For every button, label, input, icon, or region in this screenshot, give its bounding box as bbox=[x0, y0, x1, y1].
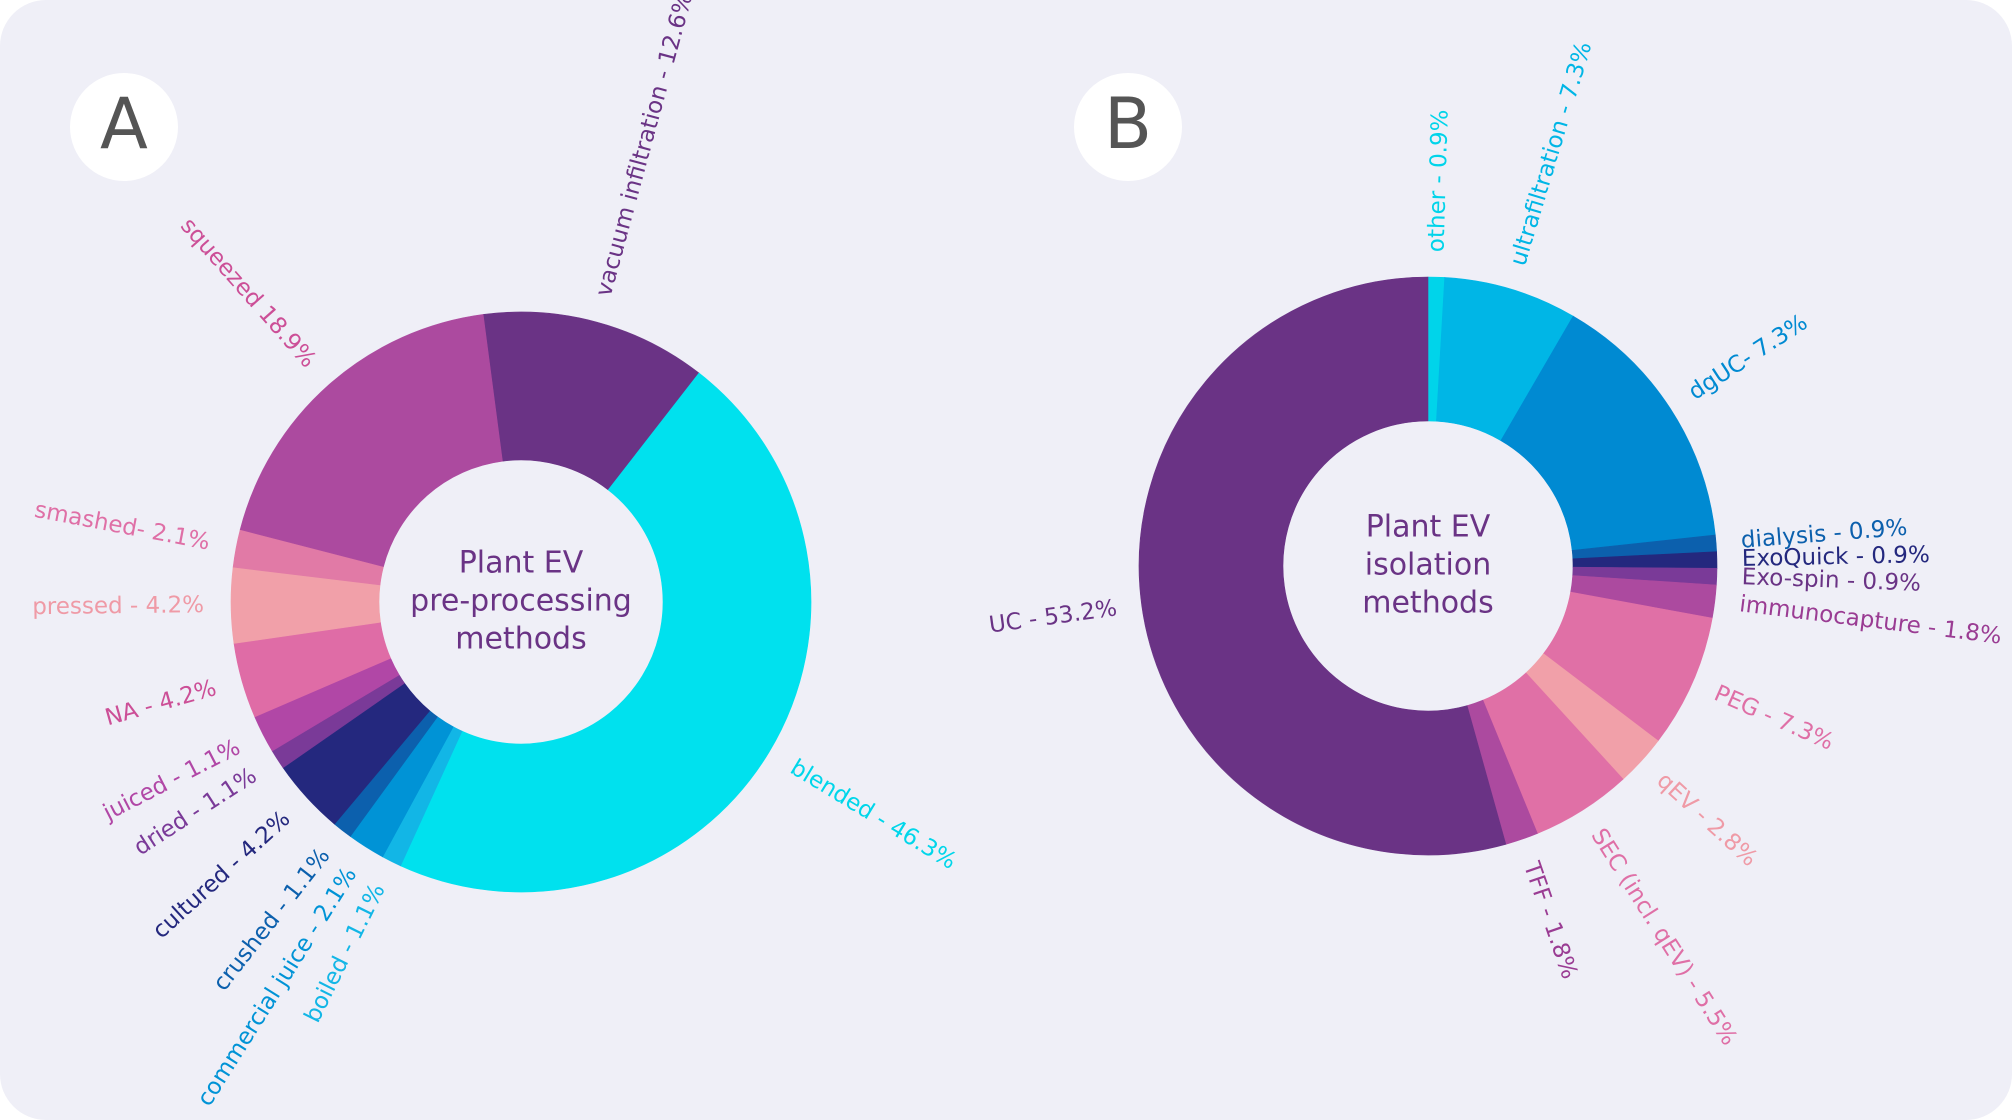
slice-label: ExoQuick - 0.9% bbox=[1742, 542, 1930, 572]
slice-label: immunocapture - 1.8% bbox=[1738, 591, 2003, 649]
slice-label: Exo-spin - 0.9% bbox=[1741, 564, 1921, 597]
slice-label: squeezed 18.9% bbox=[175, 213, 321, 373]
donut-slice bbox=[1500, 315, 1716, 551]
slice-label: vacuum infiltration - 12.6% bbox=[591, 0, 698, 299]
slice-label: other - 0.9% bbox=[1424, 109, 1454, 252]
donut-chart-b: other - 0.9% ultrafiltration - 7.3% dgUC- … bbox=[987, 39, 2003, 1050]
donut-slice bbox=[1138, 276, 1507, 856]
slice-label: PEG - 7.3% bbox=[1710, 680, 1837, 755]
slice-label: smashed- 2.1% bbox=[32, 497, 212, 556]
donut-slice bbox=[482, 311, 700, 491]
panel-badge bbox=[1074, 73, 1182, 181]
center-label-line: pre-processing bbox=[410, 584, 632, 619]
center-label-line: methods bbox=[455, 622, 586, 657]
donut-slice bbox=[239, 314, 503, 567]
center-label-line: Plant EV bbox=[459, 545, 584, 580]
donut-slice bbox=[400, 372, 812, 893]
center-label-line: isolation bbox=[1365, 548, 1492, 583]
slice-label: SEC (incl. qEV) - 5.5% bbox=[1586, 824, 1742, 1050]
center-label-line: Plant EV bbox=[1366, 509, 1491, 544]
slice-label: UC - 53.2% bbox=[987, 595, 1118, 638]
slice-label: TFF - 1.8% bbox=[1518, 858, 1582, 983]
panel-label: B bbox=[1104, 83, 1152, 165]
panel-label: A bbox=[100, 83, 148, 165]
slice-label: dgUC- 7.3% bbox=[1684, 309, 1812, 405]
panel-badge bbox=[70, 73, 178, 181]
slice-label: blended - 46.3% bbox=[786, 755, 961, 875]
slice-label: ultrafiltration - 7.3% bbox=[1505, 39, 1597, 269]
center-label-line: methods bbox=[1362, 586, 1493, 621]
slice-label: pressed - 4.2% bbox=[32, 592, 204, 620]
slice-label: qEV - 2.8% bbox=[1652, 768, 1763, 872]
slice-label: NA - 4.2% bbox=[102, 675, 219, 731]
donut-chart-a: vacuum infiltration - 12.6% blended - 46.… bbox=[32, 0, 961, 1111]
